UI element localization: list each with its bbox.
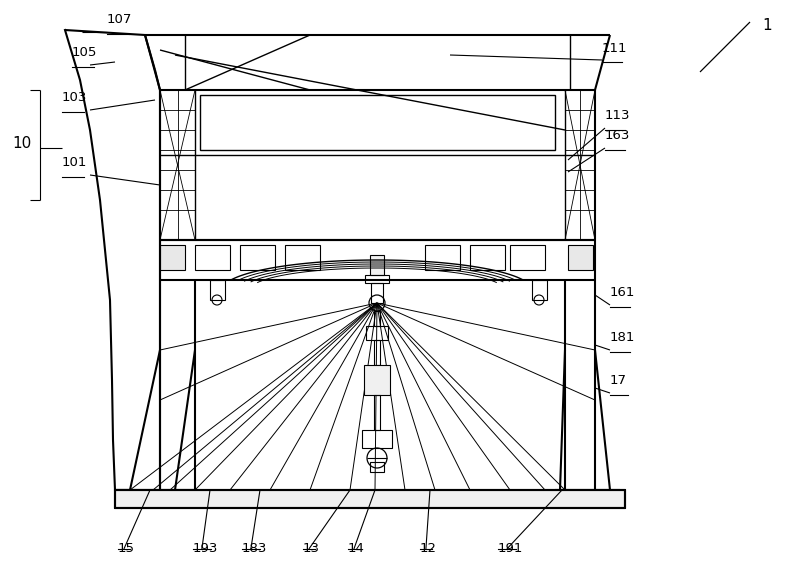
Bar [370,255,384,275]
Bar [366,326,388,340]
Bar [532,280,547,300]
Text: 161: 161 [610,286,635,299]
Bar [240,245,275,270]
Bar [195,245,230,270]
Text: 101: 101 [62,156,87,169]
Text: 103: 103 [62,91,87,104]
Bar [374,340,380,365]
Bar [510,245,545,270]
Bar [364,365,390,395]
Text: 17: 17 [610,374,627,387]
Text: 181: 181 [610,331,635,344]
Bar [374,395,380,430]
Bar [115,490,625,508]
Bar [470,245,505,270]
Bar [370,462,384,472]
Text: 15: 15 [118,542,135,555]
Text: 193: 193 [193,542,218,555]
Text: 113: 113 [605,109,630,122]
Bar [210,280,225,300]
Text: 107: 107 [107,13,132,26]
Text: 105: 105 [72,46,98,59]
Text: 12: 12 [420,542,437,555]
Bar [362,430,392,448]
Text: 1: 1 [762,18,772,33]
Bar [365,275,389,283]
Text: 111: 111 [602,42,627,55]
Bar [568,245,593,270]
Bar [425,245,460,270]
Text: 183: 183 [242,542,267,555]
Bar [371,283,383,303]
Bar [374,311,380,326]
Text: 14: 14 [348,542,365,555]
Bar [160,245,185,270]
Bar [200,95,555,150]
Text: 191: 191 [498,542,523,555]
Text: 13: 13 [303,542,320,555]
Bar [285,245,320,270]
Text: 163: 163 [605,129,630,142]
Text: 10: 10 [12,135,31,150]
